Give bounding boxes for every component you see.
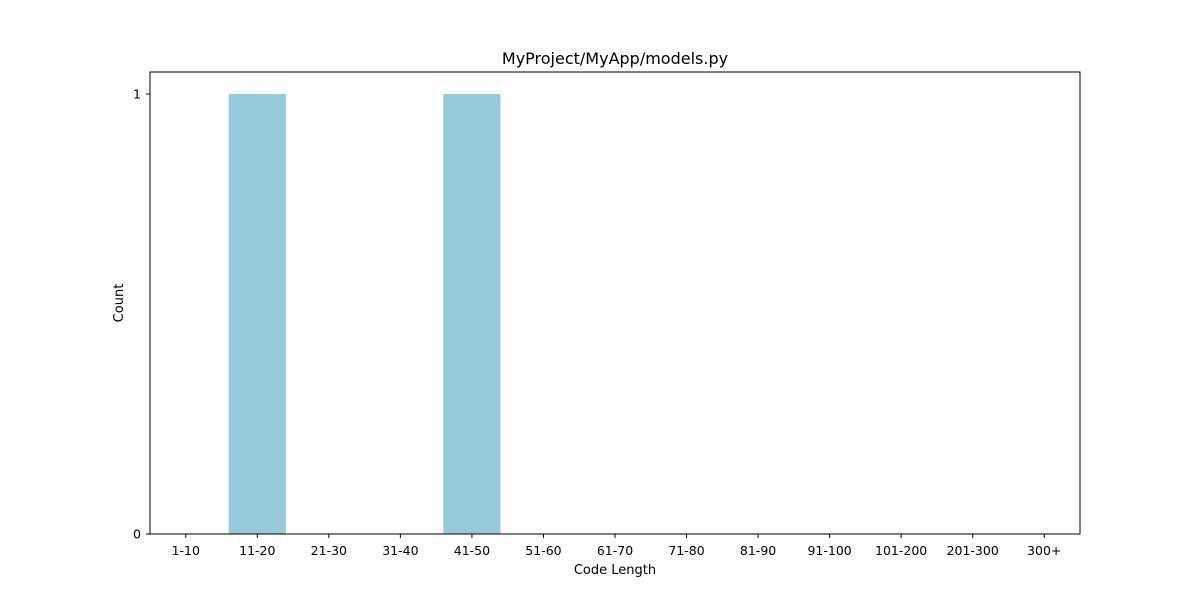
x-tick-label: 81-90 [740,543,776,558]
x-tick-label: 201-300 [947,543,999,558]
x-tick-label: 300+ [1027,543,1061,558]
bar-41-50 [443,94,501,534]
x-tick-label: 101-200 [875,543,927,558]
x-tick-label: 61-70 [597,543,633,558]
x-axis-label: Code Length [574,563,656,578]
x-tick-label: 41-50 [454,543,490,558]
bar-11-20 [228,94,286,534]
x-tick-label: 71-80 [668,543,704,558]
chart-title: MyProject/MyApp/models.py [502,49,728,68]
y-tick-label: 0 [133,527,141,542]
y-axis-label: Count [112,284,127,323]
x-tick-label: 1-10 [172,543,200,558]
bars-layer [228,94,501,534]
x-tick-label: 21-30 [311,543,347,558]
x-tick-label: 31-40 [382,543,418,558]
x-axis-ticks: 1-10 11-20 21-30 31-40 41-50 51-60 61-70 71-80 8… [172,534,1061,558]
x-tick-label: 11-20 [239,543,275,558]
y-axis-ticks: 01 [133,87,150,542]
y-tick-label: 1 [133,87,141,102]
x-tick-label: 51-60 [525,543,561,558]
plot-area-frame [149,71,1081,535]
x-tick-label: 91-100 [807,543,851,558]
